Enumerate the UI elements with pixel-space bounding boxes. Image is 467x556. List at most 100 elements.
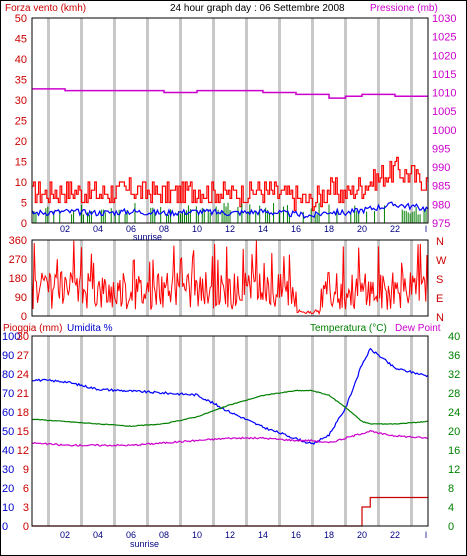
direction-tick-label: 180 — [9, 273, 27, 285]
pressure-tick-label: 1025 — [432, 32, 456, 44]
humidity-line — [31, 347, 429, 445]
temperature-tick-label: 0 — [448, 521, 454, 533]
rain-tick-label: 15 — [17, 426, 29, 438]
wind-tick-label: 5 — [21, 198, 27, 210]
direction-tick-label: 90 — [15, 292, 27, 304]
temp-panel — [31, 335, 429, 527]
sunrise-label-top: sunrise — [133, 232, 162, 242]
humidity-tick-label: 10 — [2, 502, 14, 514]
rain-axis-title: Pioggia (mm) — [3, 323, 62, 334]
humidity-tick-label: 90 — [2, 350, 14, 362]
pressure-axis-title: Pressione (mb) — [370, 3, 438, 14]
direction-tick-label: 270 — [9, 254, 27, 266]
wind-average-line — [31, 201, 429, 219]
x-tick-label: 04 — [93, 530, 103, 540]
wind-tick-label: 30 — [15, 95, 27, 107]
x-tick-label: 02 — [60, 530, 70, 540]
rain-line — [32, 496, 428, 527]
humidity-tick-label: 100 — [2, 331, 20, 343]
x-tick-label: 22 — [390, 224, 400, 234]
temperature-tick-label: 24 — [448, 407, 460, 419]
rain-tick-label: 24 — [17, 369, 29, 381]
x-tick-label: 08 — [159, 530, 169, 540]
sunrise-label-bottom: sunrise — [130, 539, 159, 549]
pressure-tick-label: 1005 — [432, 106, 456, 118]
humidity-tick-label: 50 — [2, 426, 14, 438]
pressure-tick-label: 1015 — [432, 69, 456, 81]
pressure-tick-label: 985 — [432, 181, 450, 193]
temperature-tick-label: 8 — [448, 483, 454, 495]
x-tick-label: 20 — [357, 530, 367, 540]
x-tick-label: 02 — [60, 224, 70, 234]
rain-tick-label: 9 — [23, 464, 29, 476]
humidity-axis-title: Umidita % — [67, 323, 113, 334]
pressure-tick-label: 1020 — [432, 50, 456, 62]
x-tick-label: 12 — [225, 224, 235, 234]
x-tick-label: 04 — [93, 224, 103, 234]
pressure-line — [32, 88, 428, 99]
dewpoint-line — [31, 429, 429, 447]
pressure-tick-label: 995 — [432, 143, 450, 155]
chart-title: 24 hour graph day : 06 Settembre 2008 — [170, 3, 345, 14]
x-tick-label: 10 — [192, 530, 202, 540]
pressure-tick-label: 1010 — [432, 88, 456, 100]
wind-tick-label: 0 — [21, 218, 27, 230]
rain-tick-label: 18 — [17, 407, 29, 419]
x-tick-label: 20 — [357, 224, 367, 234]
temperature-tick-label: 36 — [448, 350, 460, 362]
pressure-tick-label: 1000 — [432, 125, 456, 137]
wind-gust-line — [32, 156, 429, 212]
wind-tick-label: 25 — [15, 116, 27, 128]
humidity-tick-label: 60 — [2, 407, 14, 419]
pressure-tick-label: 975 — [432, 218, 450, 230]
x-tick-label: 10 — [192, 224, 202, 234]
wind-axis-title: Forza vento (kmh) — [5, 3, 86, 14]
x-tick-label: 06 — [126, 530, 136, 540]
x-tick-label: 08 — [159, 224, 169, 234]
rain-tick-label: 0 — [23, 521, 29, 533]
temperature-line — [31, 389, 429, 428]
temperature-tick-label: 12 — [448, 464, 460, 476]
direction-compass-label: S — [436, 274, 443, 286]
direction-tick-label: 0 — [21, 311, 27, 323]
rain-tick-label: 3 — [23, 502, 29, 514]
rain-tick-label: 30 — [17, 331, 29, 343]
pressure-tick-label: 990 — [432, 162, 450, 174]
rain-tick-label: 6 — [23, 483, 29, 495]
rain-tick-label: 27 — [17, 350, 29, 362]
pressure-tick-label: 1030 — [432, 13, 456, 25]
temperature-tick-label: 16 — [448, 445, 460, 457]
x-tick-label: l — [425, 224, 427, 234]
rain-tick-label: 21 — [17, 388, 29, 400]
direction-tick-label: 360 — [9, 235, 27, 247]
wind-tick-label: 10 — [15, 177, 27, 189]
wind-tick-label: 40 — [15, 54, 27, 66]
rain-tick-label: 12 — [17, 445, 29, 457]
direction-compass-label: N — [436, 312, 444, 324]
wind-tick-label: 35 — [15, 75, 27, 87]
humidity-tick-label: 40 — [2, 445, 14, 457]
wind-tick-label: 45 — [15, 34, 27, 46]
wind-direction-line — [31, 240, 429, 316]
wind-tick-label: 20 — [15, 136, 27, 148]
x-tick-label: 18 — [324, 530, 334, 540]
humidity-tick-label: 70 — [2, 388, 14, 400]
x-tick-label: 16 — [291, 530, 301, 540]
temperature-tick-label: 40 — [448, 331, 460, 343]
x-tick-label: 12 — [225, 530, 235, 540]
pressure-tick-label: 980 — [432, 199, 450, 211]
wind-tick-label: 15 — [15, 157, 27, 169]
temperature-tick-label: 4 — [448, 502, 454, 514]
temperature-tick-label: 32 — [448, 369, 460, 381]
x-tick-label: 06 — [126, 224, 136, 234]
humidity-tick-label: 80 — [2, 369, 14, 381]
x-tick-label: l — [425, 530, 427, 540]
humidity-tick-label: 20 — [2, 483, 14, 495]
direction-compass-label: N — [436, 236, 444, 248]
direction-compass-label: E — [436, 293, 443, 305]
wind-panel — [31, 17, 429, 224]
direction-compass-label: W — [436, 255, 447, 267]
x-tick-label: 16 — [291, 224, 301, 234]
